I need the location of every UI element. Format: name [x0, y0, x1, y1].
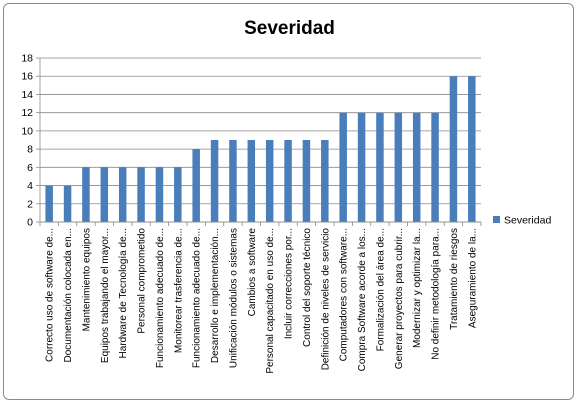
x-tick-label: Unificación módulos o sistemas	[228, 228, 239, 368]
x-tick-label: Desarrollo e implementación...	[210, 228, 221, 363]
bars	[45, 76, 476, 222]
x-tick-label: Funcionamiento adecuado de...	[155, 228, 166, 368]
x-tick-label: Funcionamiento adecuado de...	[192, 228, 203, 368]
x-tick-label: Correcto uso de software de...	[45, 228, 56, 362]
x-tick-label: Monitorear trasferencia de...	[173, 228, 184, 353]
bar	[155, 167, 164, 222]
y-tick-label: 18	[21, 53, 33, 65]
chart-title: Severidad	[244, 18, 335, 39]
legend: Severidad	[493, 215, 551, 227]
x-tick-label: Computadores con software...	[339, 228, 350, 361]
bar-chart: 0 2 4 6 8 10 12 14 16 18 Correcto uso de software…	[21, 53, 551, 374]
bar	[468, 76, 476, 222]
x-tick-label: Aseguramiento de la...	[467, 228, 478, 328]
x-tick-label: Hardware de Tecnología de...	[118, 228, 129, 358]
x-tick-label: Tratamiento de riesgos	[449, 228, 460, 330]
bar	[192, 149, 200, 222]
bar	[265, 140, 274, 222]
x-tick-label: Formalización del área de...	[375, 228, 386, 351]
x-tick-label: Documentación colocada en...	[63, 228, 74, 363]
chart-frame: Severidad 0 2 4 6 8 10 12 14 16 18 Correcto uso d…	[3, 3, 574, 400]
x-tick-label: Equipos trabajando el mayor...	[100, 228, 111, 363]
bar	[321, 140, 329, 222]
bar	[118, 167, 127, 222]
y-tick-label: 16	[21, 71, 33, 83]
y-tick-label: 10	[21, 125, 33, 137]
bar	[449, 76, 458, 222]
x-tick-label: Cambios a software	[247, 228, 258, 317]
y-tick-label: 0	[27, 217, 33, 229]
bar	[100, 167, 109, 222]
bar	[45, 185, 53, 222]
y-tick-label: 6	[27, 162, 33, 174]
x-axis: Correcto uso de software de... Documentac…	[39, 221, 482, 374]
bar	[394, 112, 403, 222]
bar	[63, 185, 72, 222]
x-tick-label: Generar proyectos para cubrir...	[394, 228, 405, 369]
x-tick-label: Modernizar y optimizar la...	[412, 228, 423, 348]
y-tick-label: 4	[27, 180, 33, 192]
y-tick-label: 14	[21, 89, 33, 101]
bar	[210, 140, 219, 222]
y-tick-label: 2	[27, 198, 33, 210]
bar	[284, 140, 292, 222]
x-tick-label: Incluir correcciones por...	[284, 228, 295, 339]
bar	[431, 112, 439, 222]
bar	[82, 167, 90, 222]
x-tick-label: Definición de niveles de servicio	[320, 228, 331, 371]
bar	[376, 112, 384, 222]
x-tick-label: Personal comprometido	[137, 228, 148, 334]
legend-swatch	[493, 216, 500, 223]
y-tick-label: 12	[21, 107, 33, 119]
bar	[302, 140, 311, 222]
y-axis: 0 2 4 6 8 10 12 14 16 18	[21, 53, 41, 229]
x-tick-label: Mantenimiento equipos	[81, 228, 92, 331]
x-tick-label: Control del soporte técnico	[302, 228, 313, 347]
bar	[339, 112, 347, 222]
x-tick-label: No definir metodología para...	[431, 228, 442, 360]
bar	[174, 167, 182, 222]
x-tick-label: Compra Software acorde a los...	[357, 228, 368, 371]
y-tick-label: 8	[27, 144, 33, 156]
bar	[229, 140, 237, 222]
bar	[412, 112, 421, 222]
legend-label: Severidad	[504, 215, 551, 227]
x-tick-label: Personal capacitado en uso de...	[265, 228, 276, 374]
bar	[137, 167, 145, 222]
bar	[357, 112, 366, 222]
bar	[247, 140, 256, 222]
